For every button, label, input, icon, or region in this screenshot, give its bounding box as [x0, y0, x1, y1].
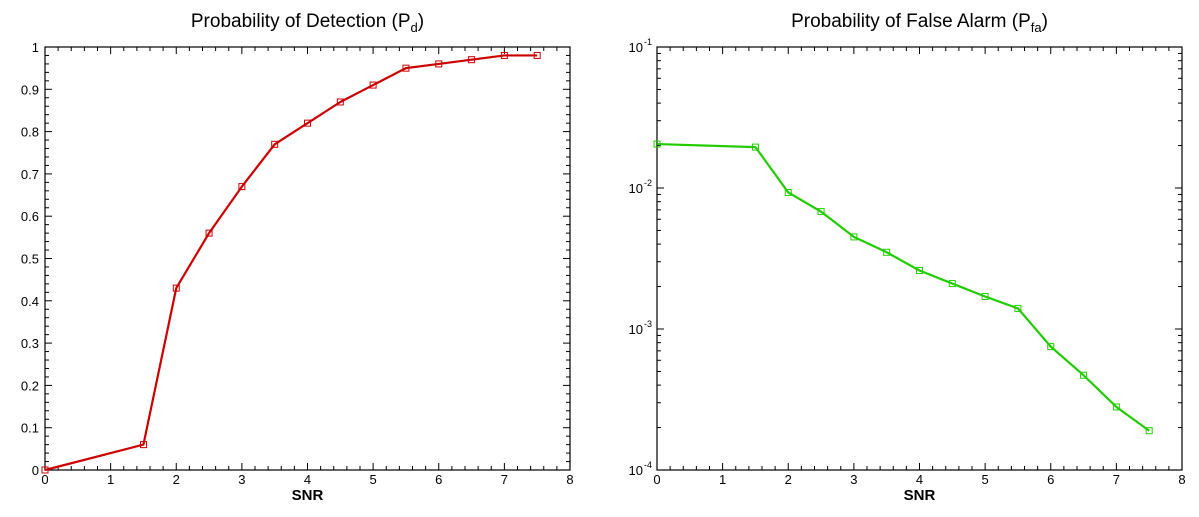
x-tick-label: 2 — [785, 472, 792, 487]
plot-frame — [44, 46, 571, 471]
x-tick-label: 4 — [304, 472, 311, 487]
x-tick-label: 7 — [1113, 472, 1120, 487]
data-point-marker — [1112, 403, 1120, 411]
chart-title-main: Probability of False Alarm (P — [791, 11, 1031, 32]
data-point-marker — [948, 280, 956, 288]
y-tick-label: 0.8 — [21, 125, 39, 140]
series-line — [44, 54, 538, 472]
x-tick-label: 0 — [41, 472, 48, 487]
x-tick-label: 1 — [719, 472, 726, 487]
x-tick-label: 5 — [370, 472, 377, 487]
data-point-marker — [172, 284, 180, 292]
y-tick-label-exponent: -4 — [644, 460, 652, 470]
chart-title-subscript: d — [411, 20, 418, 35]
data-point-marker — [653, 140, 661, 148]
y-tick-label: 10 — [629, 322, 643, 337]
y-tick-label: 0.4 — [21, 294, 39, 309]
data-point-marker — [435, 60, 443, 68]
chart-title: Probability of False Alarm (Pfa) — [791, 11, 1048, 35]
data-point-marker — [41, 466, 49, 474]
data-point-marker — [751, 143, 759, 151]
data-point-marker — [468, 56, 476, 64]
y-tick-label: 0.5 — [21, 252, 39, 267]
y-tick-label-base: 10 — [629, 322, 643, 337]
y-tick-label-base: 10 — [629, 181, 643, 196]
chart-title-end: ) — [418, 11, 424, 32]
y-tick-label: 0.2 — [21, 378, 39, 393]
x-tick-label: 3 — [238, 472, 245, 487]
x-tick-label: 3 — [850, 472, 857, 487]
data-point-marker — [916, 266, 923, 274]
data-point-marker — [817, 208, 825, 216]
x-tick-label: 4 — [916, 472, 923, 487]
y-tick-label: 0.7 — [21, 167, 39, 182]
y-tick-label: 0 — [32, 463, 39, 478]
x-axis-label: SNR — [904, 487, 936, 504]
data-point-marker — [981, 293, 989, 301]
y-tick-label-exponent: -2 — [644, 178, 652, 188]
x-tick-label: 0 — [653, 472, 660, 487]
chart-title-end: ) — [1042, 11, 1048, 32]
data-point-marker — [784, 188, 792, 196]
x-tick-label: 6 — [435, 472, 442, 487]
chart-title-subscript: fa — [1031, 20, 1043, 35]
y-tick-label-exponent: -1 — [644, 37, 652, 47]
data-point-marker — [500, 51, 508, 59]
y-tick-label: 10 — [629, 40, 643, 55]
y-tick-label: 0.9 — [21, 82, 39, 97]
y-tick-label: 1 — [32, 40, 39, 55]
detection-chart: Probability of Detection (Pd) 0 1 2 3 4 5 6 7 8 0 0… — [21, 11, 574, 504]
data-point-marker — [205, 229, 213, 237]
false-alarm-chart: Probability of False Alarm (Pfa) 0 1 2 3 4 5 6 7… — [629, 11, 1186, 504]
data-point-marker — [369, 81, 377, 89]
series-line — [656, 142, 1150, 432]
data-point-marker — [238, 183, 246, 191]
y-tick-label: 10 — [629, 463, 643, 478]
data-point-marker — [1014, 304, 1022, 312]
plot-frame — [656, 46, 1183, 471]
y-tick-label-base: 10 — [629, 463, 643, 478]
false-alarm-chart-panel: Probability of False Alarm (Pfa) 0 1 2 3 4 5 6 7… — [600, 0, 1199, 512]
y-tick-label-base: 10 — [629, 40, 643, 55]
data-point-marker — [271, 140, 279, 148]
y-tick-label-exponent: -3 — [644, 319, 652, 329]
x-tick-label: 2 — [173, 472, 180, 487]
y-tick-label: 0.3 — [21, 336, 39, 351]
data-point-marker — [1047, 343, 1055, 351]
data-point-marker — [336, 98, 344, 106]
data-point-marker — [850, 233, 858, 241]
x-axis-label: SNR — [292, 487, 324, 504]
data-point-marker — [533, 51, 541, 59]
x-tick-label: 8 — [1178, 472, 1185, 487]
x-tick-label: 6 — [1047, 472, 1054, 487]
chart-title: Probability of Detection (Pd) — [191, 11, 424, 35]
x-tick-label: 5 — [982, 472, 989, 487]
data-point-marker — [139, 441, 147, 449]
data-point-marker — [1145, 427, 1153, 435]
x-tick-label: 1 — [107, 472, 114, 487]
detection-chart-panel: Probability of Detection (Pd) 0 1 2 3 4 5 6 7 8 0 0… — [0, 0, 600, 512]
data-point-marker — [883, 248, 891, 256]
y-tick-label: 0.1 — [21, 421, 39, 436]
data-point-marker — [304, 119, 311, 127]
y-tick-label: 10 — [629, 181, 643, 196]
y-tick-label: 0.6 — [21, 209, 39, 224]
x-tick-label: 8 — [566, 472, 573, 487]
data-point-marker — [1080, 371, 1088, 379]
x-tick-label: 7 — [501, 472, 508, 487]
chart-title-main: Probability of Detection (P — [191, 11, 411, 32]
data-point-marker — [402, 64, 410, 72]
